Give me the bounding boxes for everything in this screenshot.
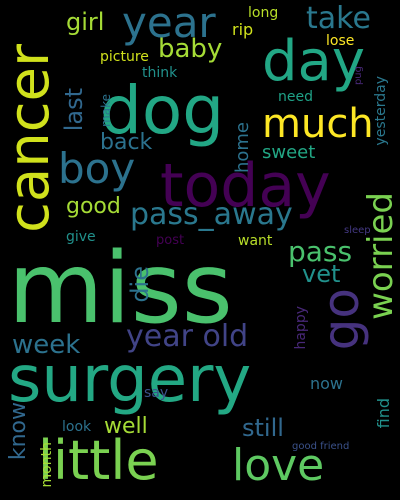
word-girl: girl: [66, 8, 105, 36]
word-say: say: [144, 385, 169, 401]
word-worried: worried: [361, 192, 400, 320]
word-baby: baby: [158, 34, 223, 64]
word-good: good: [66, 194, 121, 219]
word-need: need: [278, 89, 313, 105]
word-surgery: surgery: [8, 343, 252, 417]
word-sleep: sleep: [344, 225, 371, 236]
word-pass-away: pass_away: [130, 197, 293, 232]
word-take: take: [306, 1, 371, 36]
word-last: last: [60, 88, 88, 132]
word-pass: pass: [288, 235, 353, 268]
word-now: now: [310, 374, 344, 393]
word-day: day: [262, 29, 366, 94]
word-happy: happy: [293, 306, 309, 350]
word-make: make: [99, 94, 113, 127]
word-yesterday: yesterday: [373, 76, 389, 146]
word-want: want: [238, 233, 273, 249]
word-look: look: [62, 419, 92, 435]
word-little: little: [38, 429, 159, 492]
word-much: much: [262, 101, 374, 147]
word-know: know: [6, 402, 31, 461]
word-post: post: [156, 233, 185, 248]
word-still: still: [242, 414, 284, 442]
word-sweet: sweet: [262, 142, 316, 163]
word-back: back: [100, 130, 153, 155]
word-week: week: [12, 330, 81, 360]
word-pug: pug: [353, 66, 364, 86]
word-cancer: cancer: [0, 44, 62, 233]
word-rip: rip: [232, 20, 254, 39]
word-miss: miss: [8, 232, 233, 346]
word-picture: picture: [100, 49, 149, 65]
word-give: give: [66, 229, 96, 245]
word-long: long: [248, 5, 279, 21]
word-month: month: [39, 442, 55, 488]
word-love: love: [232, 440, 325, 491]
word-year-old: year old: [126, 319, 249, 354]
word-year: year: [122, 0, 216, 47]
word-boy: boy: [58, 144, 136, 193]
word-good-friend: good friend: [292, 441, 350, 452]
word-think: think: [142, 65, 178, 81]
word-die: die: [126, 266, 154, 303]
word-today: today: [160, 151, 331, 221]
word-go: go: [312, 288, 370, 351]
word-well: well: [104, 414, 148, 439]
word-home: home: [232, 122, 253, 174]
word-dog: dog: [100, 72, 225, 149]
word-vet: vet: [302, 260, 341, 288]
word-find: find: [374, 398, 393, 429]
word-lose: lose: [326, 33, 355, 49]
